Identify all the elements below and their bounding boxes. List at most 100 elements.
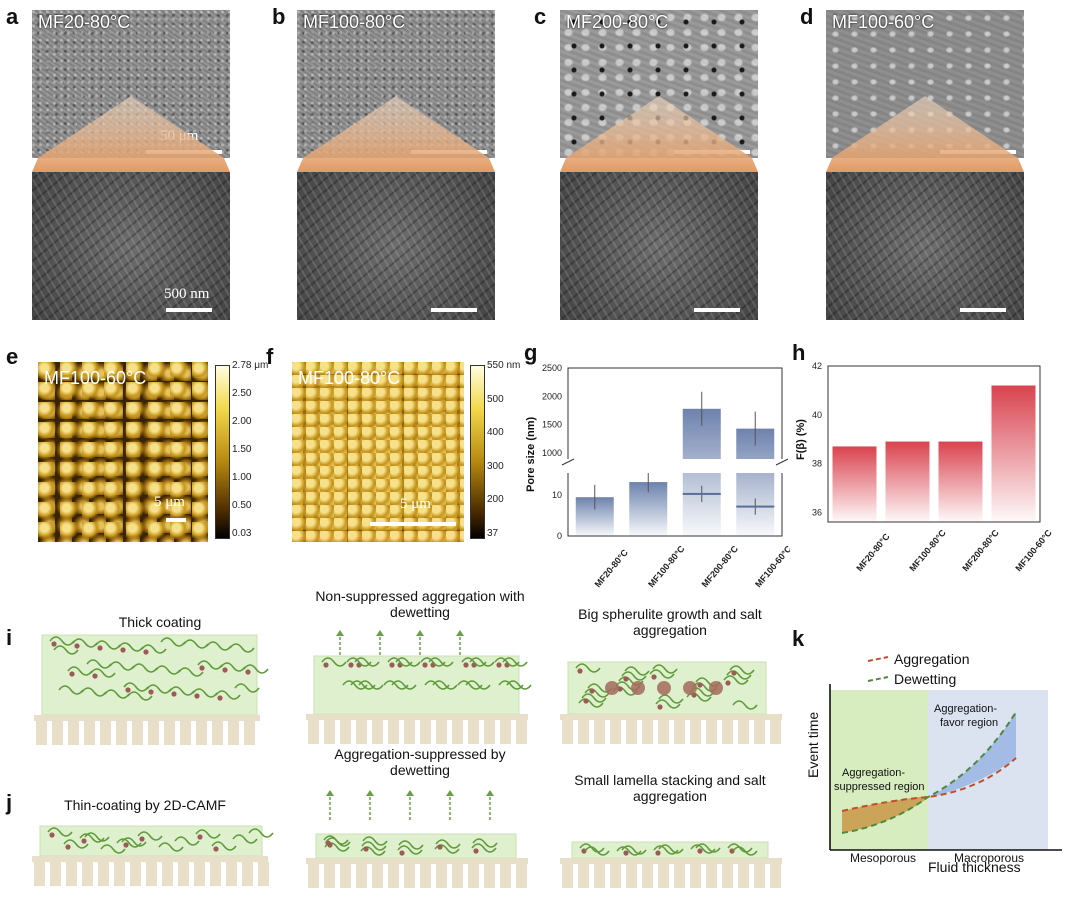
x-axis-label: Fluid thickness bbox=[928, 859, 1021, 875]
substrate-i-3-pillar bbox=[674, 720, 685, 744]
coating-j-1-chain bbox=[47, 827, 73, 837]
coating-i-3-chain bbox=[584, 688, 610, 698]
substrate-j-2-base bbox=[306, 858, 528, 864]
coating-j-1-chain bbox=[232, 834, 258, 844]
label-suppressed-region: Aggregation-suppressed region bbox=[834, 767, 925, 793]
bar-g-3 bbox=[736, 428, 775, 536]
substrate-i-1 bbox=[34, 715, 260, 745]
coating-i-3-salt bbox=[651, 674, 657, 680]
coating-i-1-chain bbox=[146, 684, 172, 694]
substrate-i-3-pillar bbox=[690, 720, 701, 744]
salt-cluster-i bbox=[605, 681, 619, 695]
substrate-i-1-base bbox=[34, 715, 260, 721]
colorbar-tick-f-4: 200 bbox=[487, 494, 504, 506]
coating-i-3-salt bbox=[589, 688, 595, 694]
coating-i-1-salt bbox=[143, 649, 149, 655]
substrate-i-1-pillar bbox=[228, 721, 239, 745]
substrate-j-3-pillar bbox=[562, 864, 573, 888]
substrate-i-2-pillar bbox=[356, 720, 367, 744]
substrate-i-1-pillar bbox=[164, 721, 175, 745]
coating-j-1-salt bbox=[81, 838, 87, 844]
coating-j-1-chain bbox=[137, 831, 163, 841]
substrate-j-1-pillar bbox=[34, 862, 45, 886]
substrate-j-2-pillar bbox=[324, 864, 335, 888]
coating-j-2-chain bbox=[398, 840, 424, 850]
colorbar-tick-e-5: 0.50 bbox=[232, 500, 252, 511]
coating-j-2-salt bbox=[363, 846, 369, 852]
coating-i-3-chain bbox=[652, 664, 678, 674]
y-axis-label-g: Pore size (nm) bbox=[525, 416, 537, 492]
coating-i-3-salt bbox=[725, 680, 731, 686]
coating-i-2-chain bbox=[498, 680, 524, 690]
coating-i-3-chain bbox=[575, 663, 601, 673]
substrate-j-1-base bbox=[32, 856, 268, 862]
coating-j-2-salt bbox=[399, 850, 405, 856]
colorbar-tick-e-4: 1.00 bbox=[232, 472, 252, 483]
coating-j-1-chain bbox=[158, 842, 184, 852]
substrate-j-3-pillar bbox=[674, 864, 685, 888]
coating-i-1-chain bbox=[95, 640, 121, 650]
substrate-j-2-pillar bbox=[356, 864, 367, 888]
colorbar-tick-f-1: 500 bbox=[487, 393, 504, 405]
coating-i-1-chain bbox=[234, 683, 260, 693]
coating-i-2-chain bbox=[428, 657, 454, 667]
coating-i-3-chain bbox=[655, 699, 681, 709]
coating-j-1-chain bbox=[121, 837, 147, 847]
scale-label-e: 5 μm bbox=[154, 494, 185, 510]
dewet-j-arrowhead bbox=[406, 790, 414, 796]
pore-size-chart: MF20-80°C MF100-80°C MF200-80°C MF100-60°C0… bbox=[525, 363, 790, 589]
coating-j-3-salt bbox=[623, 850, 629, 856]
substrate-j-2-pillar bbox=[484, 864, 495, 888]
sem-zoom-d bbox=[826, 172, 1024, 320]
coating-i-1-salt bbox=[120, 647, 126, 653]
caption-i-1: Thick coating bbox=[118, 614, 202, 630]
panel-letter-k: k bbox=[792, 626, 805, 651]
coating-j-1-chain bbox=[174, 836, 200, 846]
coating-j-2-chain bbox=[362, 836, 388, 846]
substrate-i-1-pillar bbox=[84, 721, 95, 745]
coating-i-1-salt bbox=[51, 641, 57, 647]
coating-i-3-chain bbox=[658, 694, 684, 704]
coating-j-2-chain bbox=[435, 839, 461, 849]
substrate-i-3-base bbox=[560, 714, 782, 720]
substrate-j-3 bbox=[560, 858, 782, 888]
y-tick-h-0: 36 bbox=[812, 507, 822, 517]
break-mark-g-r bbox=[775, 458, 789, 466]
coating-j-2-salt bbox=[327, 842, 333, 848]
coating-i-1-chain bbox=[90, 668, 116, 678]
panel-letter-i: i bbox=[6, 625, 13, 650]
substrate-j-3-pillar bbox=[690, 864, 701, 888]
coating-j-2-salt bbox=[437, 844, 443, 850]
scale-bar-bottom-d bbox=[960, 308, 1006, 312]
plot-frame-h bbox=[827, 365, 1041, 523]
substrate-j-2-pillar bbox=[404, 864, 415, 888]
coating-j-2-chain bbox=[325, 837, 351, 847]
substrate-i-3-pillar bbox=[658, 720, 669, 744]
coating-i-2-chain bbox=[494, 657, 520, 667]
line-dewetting bbox=[841, 711, 1017, 834]
y-tick-g-up-0: 1000 bbox=[542, 448, 562, 458]
coating-i-2-chain bbox=[387, 657, 413, 667]
coating-i-1-chain bbox=[127, 691, 153, 701]
coating-i-3-chain bbox=[649, 669, 675, 679]
caption-j-3: Small lamella stacking and salt aggregat… bbox=[574, 772, 766, 804]
substrate-i-2-pillar bbox=[468, 720, 479, 744]
substrate-j-3-pillar bbox=[754, 864, 765, 888]
substrate-i-2-pillar bbox=[436, 720, 447, 744]
salt-cluster-i bbox=[631, 681, 645, 695]
sem-zoom-b bbox=[297, 172, 495, 320]
coating-i-2-salt bbox=[389, 662, 395, 668]
coating-j-1-chain bbox=[84, 832, 110, 842]
coating-i-1-chain bbox=[109, 661, 135, 671]
substrate-i-3-pillar bbox=[578, 720, 589, 744]
substrate-i-1-pillar bbox=[148, 721, 159, 745]
substrate-i-2-pillar bbox=[388, 720, 399, 744]
coating-i-2-chain bbox=[465, 680, 491, 690]
coating-j-1-salt bbox=[65, 844, 71, 850]
substrate-i-2-pillar bbox=[516, 720, 527, 744]
bar-h-3 bbox=[991, 385, 1036, 522]
panel-letter-e: e bbox=[6, 344, 19, 369]
coating-j-1-chain bbox=[248, 828, 274, 838]
coating-i-3-chain bbox=[581, 693, 607, 703]
substrate-j-2-pillar bbox=[516, 864, 527, 888]
